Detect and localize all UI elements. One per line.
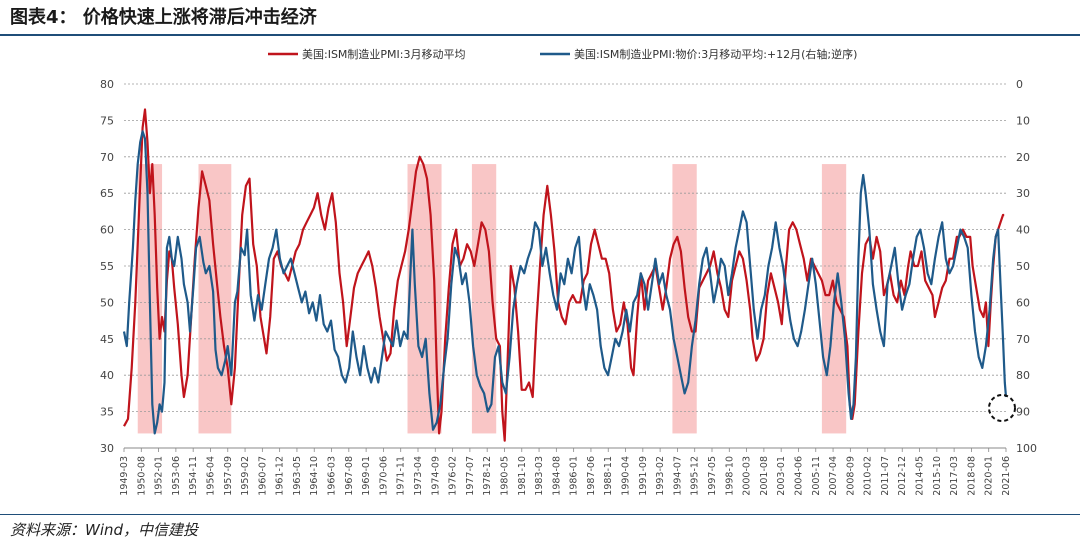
pmi-series-line	[123, 108, 1005, 442]
right-y-axis: 0 10 20 30 40 50 60 70 80 90 100	[1016, 78, 1037, 455]
chart-title: 图表4： 价格快速上涨将滞后冲击经济	[10, 7, 317, 28]
x-tick-label: 2001-08	[759, 456, 770, 496]
y-left-tick-label: 30	[100, 442, 114, 455]
y-right-tick-label: 40	[1016, 224, 1030, 237]
y-left-tick-label: 35	[100, 406, 114, 419]
x-tick-label: 2018-08	[966, 456, 977, 496]
x-tick-label: 1957-09	[223, 456, 234, 496]
y-left-tick-label: 75	[100, 114, 114, 127]
x-tick-label: 1988-11	[603, 456, 614, 496]
x-tick-label: 1956-04	[205, 456, 216, 496]
footer-divider	[0, 514, 1080, 515]
x-tick-label: 1952-01	[154, 456, 165, 496]
x-tick-label: 1994-07	[672, 456, 683, 496]
recession-bands	[137, 164, 847, 434]
x-tick-label: 1974-09	[430, 456, 441, 496]
recession-band	[407, 164, 442, 434]
x-axis: 1949-03 1950-08 1952-01 1953-06 1954-11 1956-…	[119, 448, 1012, 496]
legend-label-price: 美国:ISM制造业PMI:物价:3月移动平均:+12月(右轴;逆序)	[574, 47, 857, 61]
x-tick-label: 1976-02	[448, 456, 459, 496]
y-right-tick-label: 90	[1016, 406, 1030, 419]
y-left-tick-label: 50	[100, 296, 114, 309]
y-left-tick-label: 40	[100, 369, 114, 382]
grid-lines	[124, 83, 1006, 449]
y-left-tick-label: 65	[100, 187, 114, 200]
forecast-marker-circle	[988, 394, 1016, 422]
x-tick-label: 2005-11	[811, 456, 822, 496]
x-tick-label: 1964-10	[309, 456, 320, 496]
y-right-tick-label: 100	[1016, 442, 1037, 455]
x-tick-label: 1950-08	[136, 456, 147, 496]
x-tick-label: 2007-04	[828, 456, 839, 496]
x-tick-label: 2012-12	[897, 456, 908, 496]
x-tick-label: 1960-07	[257, 456, 268, 496]
x-tick-label: 2017-03	[949, 456, 960, 496]
left-y-axis: 30 35 40 45 50 55 60 65 70 75 80	[100, 78, 114, 455]
x-tick-label: 1969-01	[361, 456, 372, 496]
y-right-tick-label: 80	[1016, 369, 1030, 382]
legend: 美国:ISM制造业PMI:3月移动平均 美国:ISM制造业PMI:物价:3月移动…	[268, 47, 857, 61]
x-tick-label: 2008-09	[845, 456, 856, 496]
x-tick-label: 1991-09	[638, 456, 649, 496]
x-tick-label: 1987-06	[586, 456, 597, 496]
x-tick-label: 2021-06	[1001, 456, 1012, 496]
x-tick-label: 1978-12	[482, 456, 493, 496]
legend-label-pmi: 美国:ISM制造业PMI:3月移动平均	[302, 47, 466, 61]
y-right-tick-label: 30	[1016, 187, 1030, 200]
x-tick-label: 2020-01	[984, 456, 995, 496]
x-tick-label: 1949-03	[119, 456, 130, 496]
x-tick-label: 1963-05	[292, 456, 303, 496]
y-right-tick-label: 20	[1016, 151, 1030, 164]
y-left-tick-label: 55	[100, 260, 114, 273]
y-right-tick-label: 70	[1016, 333, 1030, 346]
x-tick-label: 2011-07	[880, 456, 891, 496]
y-left-tick-label: 60	[100, 224, 114, 237]
x-tick-label: 1981-10	[517, 456, 528, 496]
series-lines	[122, 108, 1008, 442]
y-right-tick-label: 10	[1016, 114, 1030, 127]
x-tick-label: 1977-07	[465, 456, 476, 496]
y-right-tick-label: 0	[1016, 78, 1023, 91]
x-tick-label: 1983-03	[534, 456, 545, 496]
x-tick-label: 1984-08	[551, 456, 562, 496]
x-tick-label: 1980-05	[499, 456, 510, 496]
pmi-chart: 30 35 40 45 50 55 60 65 70 75 80 0 10 20 30 40 50 60 70 80…	[100, 47, 1037, 496]
x-tick-label: 1970-06	[378, 456, 389, 496]
x-tick-label: 1998-10	[724, 456, 735, 496]
source-note: 资料来源：Wind，中信建投	[10, 521, 199, 539]
title-divider	[0, 34, 1080, 36]
y-left-tick-label: 45	[100, 333, 114, 346]
price-series-line	[122, 130, 1008, 435]
y-left-tick-label: 70	[100, 151, 114, 164]
y-right-tick-label: 60	[1016, 296, 1030, 309]
y-right-tick-label: 50	[1016, 260, 1030, 273]
x-tick-label: 2015-10	[932, 456, 943, 496]
y-left-tick-label: 80	[100, 78, 114, 91]
x-tick-label: 1973-04	[413, 456, 424, 496]
recession-band	[198, 164, 232, 434]
x-tick-label: 1971-11	[396, 456, 407, 496]
x-tick-label: 1990-04	[621, 456, 632, 496]
x-tick-label: 2003-01	[776, 456, 787, 496]
x-tick-label: 2014-05	[915, 456, 926, 496]
x-tick-label: 1966-03	[327, 456, 338, 496]
x-tick-label: 2004-06	[793, 456, 804, 496]
x-tick-label: 1967-08	[344, 456, 355, 496]
x-tick-label: 1961-12	[275, 456, 286, 496]
x-tick-label: 1959-02	[240, 456, 251, 496]
x-tick-label: 1997-05	[707, 456, 718, 496]
x-tick-label: 1953-06	[171, 456, 182, 496]
x-tick-label: 2000-03	[742, 456, 753, 496]
x-tick-label: 2010-02	[863, 456, 874, 496]
x-tick-label: 1993-02	[655, 456, 666, 496]
x-tick-label: 1954-11	[188, 456, 199, 496]
x-tick-label: 1986-01	[569, 456, 580, 496]
x-tick-label: 1995-12	[690, 456, 701, 496]
